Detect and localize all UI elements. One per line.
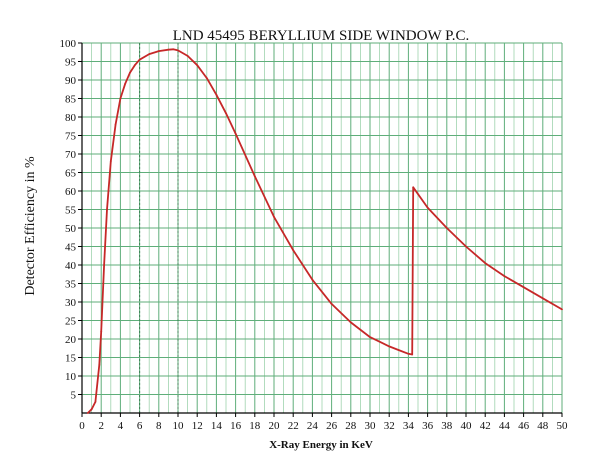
- y-tick-label: 15: [65, 353, 77, 365]
- x-tick-label: 38: [441, 420, 453, 432]
- y-tick-label: 80: [65, 112, 77, 124]
- x-tick-label: 16: [230, 420, 242, 432]
- x-tick-label: 2: [98, 420, 104, 432]
- y-tick-label: 60: [65, 186, 77, 198]
- data-point: [172, 48, 175, 51]
- x-tick-label: 26: [326, 420, 338, 432]
- x-tick-label: 34: [403, 420, 415, 432]
- data-point: [177, 49, 179, 52]
- y-tick-label: 50: [65, 223, 77, 235]
- data-point: [133, 64, 136, 67]
- x-tick-label: 18: [249, 420, 261, 432]
- x-tick-label: 46: [518, 420, 530, 432]
- data-point: [412, 186, 415, 189]
- x-tick-label: 10: [173, 420, 185, 432]
- x-tick-label: 48: [537, 420, 549, 432]
- data-point: [349, 321, 352, 324]
- data-point: [148, 53, 151, 55]
- data-point: [253, 175, 256, 178]
- y-tick-label: 5: [71, 390, 77, 402]
- x-tick-label: 6: [137, 420, 143, 432]
- y-tick-label: 75: [65, 131, 77, 143]
- x-tick-label: 40: [461, 420, 473, 432]
- y-tick-label: 90: [65, 75, 77, 87]
- data-point: [426, 206, 429, 209]
- y-tick-label: 100: [60, 38, 77, 50]
- x-tick-labels: 0 2 4 6 8 10 12 14 16 18 20 22 24 26 28 30 32 34 36 38 40 42 4…: [79, 413, 568, 432]
- y-tick-label: 65: [65, 168, 77, 180]
- y-tick-label: 35: [65, 279, 77, 291]
- data-point: [98, 364, 101, 366]
- data-point: [522, 286, 525, 289]
- data-point: [86, 412, 89, 414]
- data-point: [411, 353, 414, 356]
- y-tick-label: 40: [65, 260, 77, 272]
- y-tick-label: 30: [65, 297, 77, 309]
- data-point: [106, 208, 108, 211]
- data-point: [503, 275, 506, 277]
- data-point: [186, 55, 189, 57]
- y-tick-label: 20: [65, 334, 77, 346]
- data-point: [407, 352, 410, 355]
- y-tick-label: 85: [65, 94, 77, 106]
- x-tick-label: 14: [211, 420, 223, 432]
- data-point: [311, 278, 314, 281]
- data-point: [225, 112, 227, 115]
- data-point: [109, 160, 112, 163]
- data-point: [103, 264, 105, 266]
- x-tick-label: 24: [307, 420, 319, 432]
- x-tick-label: 20: [269, 420, 281, 432]
- data-point: [561, 308, 563, 311]
- data-point: [465, 245, 467, 248]
- x-tick-label: 44: [499, 420, 511, 432]
- y-tick-label: 70: [65, 149, 77, 161]
- data-point: [119, 97, 122, 100]
- x-tick-label: 8: [156, 420, 162, 432]
- data-point: [541, 297, 544, 300]
- x-tick-label: 42: [480, 420, 491, 432]
- x-tick-label: 22: [288, 420, 299, 432]
- x-tick-label: 4: [118, 420, 124, 432]
- data-point: [124, 82, 127, 85]
- data-point: [445, 227, 448, 229]
- grid: [82, 42, 563, 413]
- data-point: [215, 93, 218, 96]
- x-tick-label: 32: [384, 420, 395, 432]
- series-group: [86, 48, 563, 414]
- y-tick-label: 55: [65, 205, 77, 217]
- y-tick-label: 95: [65, 57, 77, 69]
- data-point: [94, 401, 97, 403]
- data-point: [397, 349, 400, 351]
- data-point: [205, 77, 208, 79]
- x-tick-label: 50: [557, 420, 569, 432]
- data-point: [234, 132, 237, 135]
- x-tick-label: 0: [79, 420, 85, 432]
- data-point: [369, 336, 371, 338]
- data-point: [388, 345, 391, 348]
- data-point: [114, 123, 117, 126]
- x-axis-label: X-Ray Energy in KeV: [269, 439, 373, 451]
- data-point: [167, 48, 170, 51]
- y-axis-label: Detector Efficiency in %: [23, 156, 38, 296]
- x-tick-label: 36: [422, 420, 434, 432]
- data-point: [484, 262, 487, 264]
- x-tick-label: 30: [365, 420, 377, 432]
- data-point: [100, 330, 103, 333]
- y-tick-label: 25: [65, 316, 77, 328]
- x-tick-label: 12: [192, 420, 203, 432]
- data-point: [129, 71, 131, 74]
- data-point: [138, 58, 141, 61]
- y-tick-label: 10: [65, 371, 77, 383]
- data-point: [90, 408, 93, 411]
- data-point: [196, 64, 199, 67]
- data-point: [157, 50, 160, 52]
- x-tick-label: 28: [345, 420, 357, 432]
- y-tick-label: 45: [65, 242, 77, 254]
- y-tick-labels: 5 10 15 20 25 30 35 40 45 50 55 60 65 70 75 80 85 90 95 100: [60, 38, 82, 402]
- chart-title: LND 45495 BERYLLIUM SIDE WINDOW P.C.: [173, 28, 470, 44]
- data-point: [292, 249, 295, 252]
- data-point: [273, 216, 275, 218]
- data-point: [330, 303, 333, 305]
